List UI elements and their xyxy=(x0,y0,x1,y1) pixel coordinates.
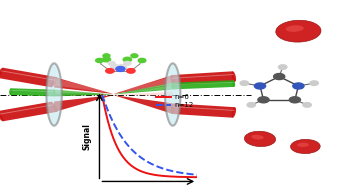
Ellipse shape xyxy=(51,102,58,112)
Ellipse shape xyxy=(171,103,175,114)
Polygon shape xyxy=(54,94,113,101)
Polygon shape xyxy=(54,77,113,94)
Polygon shape xyxy=(113,92,173,94)
Ellipse shape xyxy=(165,63,180,126)
Polygon shape xyxy=(10,88,54,96)
Ellipse shape xyxy=(297,143,309,147)
Ellipse shape xyxy=(286,25,304,32)
Polygon shape xyxy=(113,75,173,94)
Ellipse shape xyxy=(244,131,276,146)
Polygon shape xyxy=(54,92,113,94)
Circle shape xyxy=(289,97,300,103)
Circle shape xyxy=(127,69,135,73)
Ellipse shape xyxy=(46,63,62,126)
Circle shape xyxy=(116,67,125,71)
Ellipse shape xyxy=(276,20,321,42)
Polygon shape xyxy=(54,90,113,94)
Circle shape xyxy=(124,61,131,65)
Polygon shape xyxy=(113,76,173,93)
Ellipse shape xyxy=(171,75,175,86)
Legend: n=6, n=12: n=6, n=12 xyxy=(156,94,194,108)
Ellipse shape xyxy=(9,88,12,95)
Circle shape xyxy=(103,54,110,58)
Polygon shape xyxy=(172,82,234,85)
Circle shape xyxy=(111,65,120,70)
Polygon shape xyxy=(10,90,54,92)
Polygon shape xyxy=(113,94,173,103)
Polygon shape xyxy=(113,92,173,96)
Circle shape xyxy=(102,57,111,62)
Circle shape xyxy=(274,74,285,80)
Circle shape xyxy=(254,83,266,89)
Ellipse shape xyxy=(232,80,235,87)
Ellipse shape xyxy=(51,77,58,87)
Ellipse shape xyxy=(0,111,3,121)
Polygon shape xyxy=(0,68,57,87)
Circle shape xyxy=(293,83,304,89)
Ellipse shape xyxy=(232,71,236,82)
Polygon shape xyxy=(1,70,55,81)
Circle shape xyxy=(303,103,311,107)
Polygon shape xyxy=(0,104,53,115)
Polygon shape xyxy=(173,106,235,111)
Polygon shape xyxy=(113,95,173,114)
Circle shape xyxy=(258,97,269,103)
Text: Signal: Signal xyxy=(83,123,92,149)
Circle shape xyxy=(279,65,287,69)
Circle shape xyxy=(108,61,115,65)
Circle shape xyxy=(138,58,146,63)
Ellipse shape xyxy=(171,83,174,89)
Ellipse shape xyxy=(232,107,236,118)
Polygon shape xyxy=(172,80,234,89)
Polygon shape xyxy=(54,92,113,96)
Ellipse shape xyxy=(53,90,55,96)
Polygon shape xyxy=(113,83,173,94)
Ellipse shape xyxy=(251,135,263,139)
Polygon shape xyxy=(172,74,233,79)
Circle shape xyxy=(240,81,248,85)
Circle shape xyxy=(123,57,132,62)
Polygon shape xyxy=(172,103,235,118)
Ellipse shape xyxy=(291,139,320,154)
Polygon shape xyxy=(113,83,173,94)
Circle shape xyxy=(131,54,138,58)
Circle shape xyxy=(247,103,255,107)
Polygon shape xyxy=(172,71,235,86)
Circle shape xyxy=(106,69,114,73)
Polygon shape xyxy=(54,95,113,112)
Polygon shape xyxy=(0,102,57,121)
Polygon shape xyxy=(54,90,113,96)
Circle shape xyxy=(96,58,103,63)
Polygon shape xyxy=(54,78,113,93)
Circle shape xyxy=(118,65,127,70)
Ellipse shape xyxy=(0,68,3,78)
Circle shape xyxy=(310,81,318,85)
